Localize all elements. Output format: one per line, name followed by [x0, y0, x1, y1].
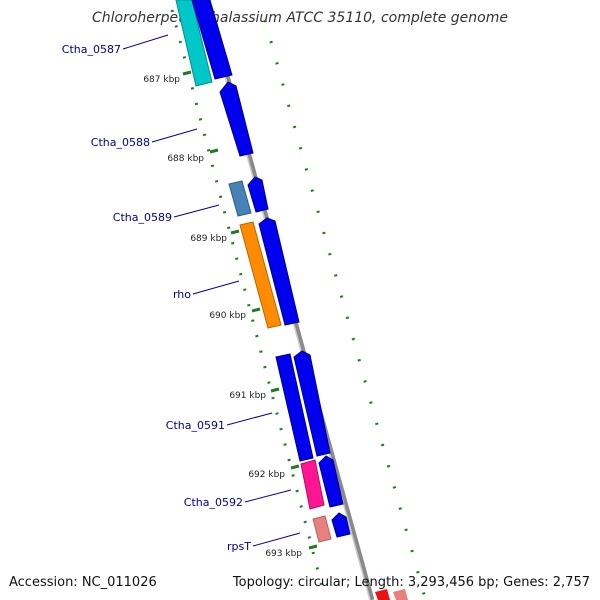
accession-label: Accession: NC_011026 — [9, 575, 157, 590]
cds-arrow — [247, 176, 269, 213]
leader-line-ctha-0589 — [173, 204, 220, 218]
ctha-0587-gene-box — [175, 0, 213, 87]
scale-label-687: 687 kbp — [143, 75, 180, 85]
leader-line-ctha-0588 — [151, 128, 198, 143]
bottom-red-gene-box — [375, 589, 390, 600]
leader-line-ctha-0587 — [122, 34, 169, 50]
gene-label-ctha-0588: Ctha_0588 — [91, 136, 150, 149]
leader-line-rho — [192, 280, 240, 295]
scale-label-692: 692 kbp — [248, 470, 285, 480]
leader-line-ctha-0592 — [244, 489, 292, 503]
cds-arrow — [393, 589, 408, 600]
feature-ring-inner — [175, 0, 390, 600]
scale-tick — [290, 464, 300, 470]
scale-label-693: 693 kbp — [265, 549, 302, 559]
scale-tick — [308, 544, 318, 550]
ctha-0589-gene-box — [228, 180, 252, 217]
gene-label-ctha-0592: Ctha_0592 — [184, 496, 243, 509]
gene-label-rho: rho — [173, 288, 191, 301]
scale-label-689: 689 kbp — [190, 234, 227, 244]
ctha-0592-gene-box — [300, 459, 325, 510]
cds-arrow — [293, 350, 331, 457]
gene-label-rpst: rpsT — [227, 540, 251, 553]
scale-label-688: 688 kbp — [167, 154, 204, 164]
scale-tick — [209, 148, 219, 154]
cds-arrow — [191, 0, 233, 80]
topology-label: Topology: circular; Length: 3,293,456 bp… — [232, 575, 590, 590]
scale-tick — [270, 387, 280, 393]
scale-tick — [251, 307, 261, 313]
feature-ring-cds — [191, 0, 408, 600]
gene-label-ctha-0587: Ctha_0587 — [62, 43, 121, 56]
scale-tick — [230, 229, 240, 235]
cds-arrow — [258, 217, 300, 326]
scale-tick — [182, 70, 192, 76]
cds-arrow — [318, 455, 344, 508]
gene-label-ctha-0589: Ctha_0589 — [113, 211, 172, 224]
cds-arrow — [331, 512, 351, 538]
rpst-gene-box — [312, 515, 332, 543]
inner-tick-ring — [170, 9, 327, 599]
scale-label-691: 691 kbp — [229, 391, 266, 401]
leader-line-rpst — [252, 532, 301, 547]
cds-arrow — [219, 81, 254, 157]
gene-label-ctha-0591: Ctha_0591 — [166, 419, 225, 432]
rho-gene-box — [239, 221, 282, 329]
leader-line-ctha-0591 — [226, 412, 273, 426]
cds-arrow — [275, 353, 314, 462]
scale-label-690: 690 kbp — [209, 311, 246, 321]
